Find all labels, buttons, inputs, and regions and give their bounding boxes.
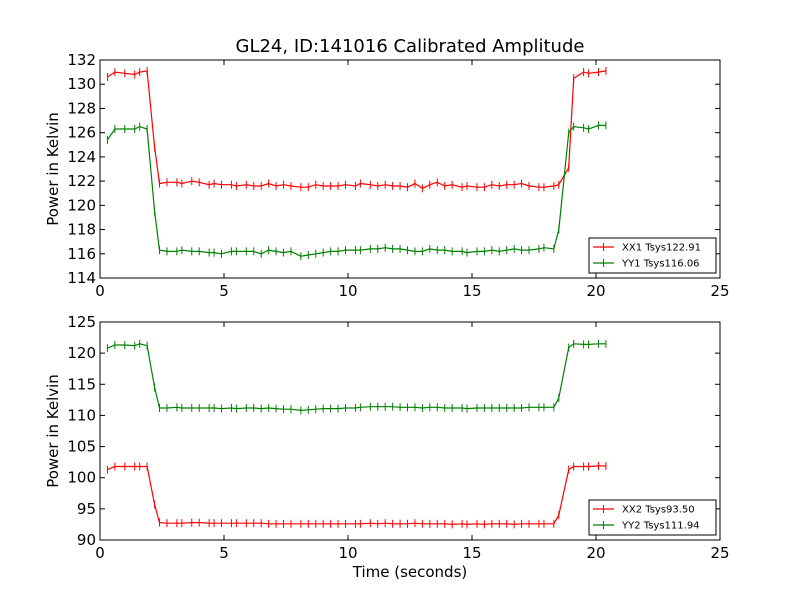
top-legend-box xyxy=(588,237,717,274)
top-y-tick-label: 118 xyxy=(67,221,96,239)
bottom-y-tick-label: 120 xyxy=(67,344,96,362)
bottom-x-tick-label: 20 xyxy=(586,544,605,562)
top-legend-entry-yy1: YY1 Tsys116.06 xyxy=(593,259,700,270)
bottom-y-tick-label: 100 xyxy=(67,469,96,487)
bottom-panel-frame xyxy=(99,321,721,541)
bottom-legend-box xyxy=(588,499,717,536)
top-y-axis-label: Power in Kelvin xyxy=(44,112,62,226)
top-panel-series xyxy=(106,66,607,261)
top-y-tick-label: 128 xyxy=(67,99,96,117)
top-y-tick-label: 120 xyxy=(67,196,96,214)
bottom-y-tick-label: 95 xyxy=(77,500,96,518)
top-y-tick-label: 132 xyxy=(67,51,96,69)
bottom-x-tick-label: 15 xyxy=(462,544,481,562)
top-legend: XX1 Tsys122.91 YY1 Tsys116.06 xyxy=(588,237,717,274)
top-legend-entry-xx1: XX1 Tsys122.91 xyxy=(593,243,701,254)
bottom-y-tick-label: 115 xyxy=(67,375,96,393)
bottom-x-tick-label: 25 xyxy=(710,544,729,562)
bottom-panel-series xyxy=(106,339,607,529)
bottom-panel: 0 5 10 15 20 25 90 95 100 105 110 115 120 125 Power i… xyxy=(44,313,730,581)
top-series-line-yy1 xyxy=(106,124,606,257)
bottom-x-axis-label: Time (seconds) xyxy=(352,563,468,581)
top-legend-label-yy1: YY1 Tsys116.06 xyxy=(621,259,700,270)
bottom-series-line-xx2 xyxy=(107,465,606,526)
bottom-legend: XX2 Tsys93.50 YY2 Tsys111.94 xyxy=(588,499,717,536)
bottom-series-line-yy2 xyxy=(107,343,606,412)
bottom-y-tick-label: 125 xyxy=(67,313,96,331)
top-legend-label-xx1: XX1 Tsys122.91 xyxy=(622,243,701,254)
bottom-legend-entry-xx2: XX2 Tsys93.50 xyxy=(593,505,695,516)
top-y-tick-label: 114 xyxy=(67,269,96,287)
bottom-x-tick-label: 5 xyxy=(219,544,229,562)
bottom-y-tick-label: 90 xyxy=(77,531,96,549)
top-x-tick-label: 20 xyxy=(586,282,605,300)
chart-title: GL24, ID:141016 Calibrated Amplitude xyxy=(236,36,585,57)
bottom-legend-label-yy2: YY2 Tsys111.94 xyxy=(621,521,700,532)
top-panel: 0 5 10 15 20 25 114 116 118 120 122 124 126 128 130 132… xyxy=(44,51,730,300)
top-series-line-xx1 xyxy=(107,70,606,190)
bottom-legend-entry-yy2: YY2 Tsys111.94 xyxy=(593,521,700,532)
top-x-tick-label: 10 xyxy=(338,282,357,300)
bottom-panel-ticks: 0 5 10 15 20 25 90 95 100 105 110 115 120 125 xyxy=(67,313,729,562)
top-panel-ticks: 0 5 10 15 20 25 114 116 118 120 122 124 126 128 130 132 xyxy=(67,51,729,300)
bottom-y-axis-label: Power in Kelvin xyxy=(44,374,62,488)
bottom-x-tick-label: 10 xyxy=(338,544,357,562)
top-y-tick-label: 130 xyxy=(67,75,96,93)
top-y-tick-label: 126 xyxy=(67,124,96,142)
bottom-y-tick-label: 110 xyxy=(67,406,96,424)
top-y-tick-label: 124 xyxy=(67,148,96,166)
top-x-tick-label: 0 xyxy=(95,282,105,300)
top-panel-frame xyxy=(99,59,721,279)
top-x-tick-label: 25 xyxy=(710,282,729,300)
bottom-x-tick-label: 0 xyxy=(95,544,105,562)
top-y-tick-label: 116 xyxy=(67,245,96,263)
top-y-tick-label: 122 xyxy=(67,172,96,190)
top-x-tick-label: 5 xyxy=(219,282,229,300)
bottom-legend-label-xx2: XX2 Tsys93.50 xyxy=(622,505,695,516)
bottom-y-tick-label: 105 xyxy=(67,438,96,456)
top-x-tick-label: 15 xyxy=(462,282,481,300)
